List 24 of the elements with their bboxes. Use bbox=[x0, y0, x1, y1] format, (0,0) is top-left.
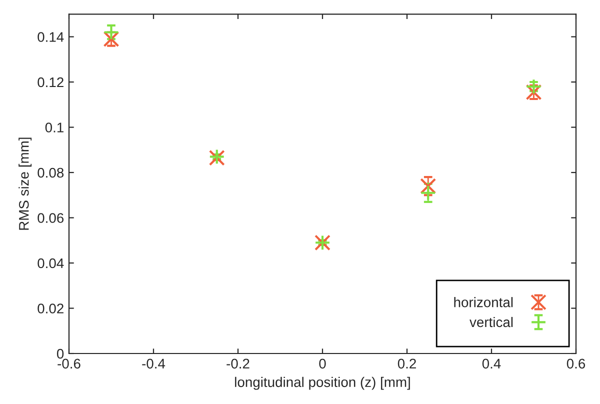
point bbox=[526, 78, 542, 95]
y-tick-label: 0.1 bbox=[45, 122, 64, 132]
y-tick-label: 0.12 bbox=[38, 77, 64, 88]
x-tick-label: -0.6 bbox=[58, 358, 80, 369]
point bbox=[526, 84, 542, 100]
point bbox=[420, 184, 436, 201]
x-tick-label: -0.2 bbox=[226, 358, 250, 369]
x-tick-label: -0.4 bbox=[142, 358, 166, 369]
x-tick-label: 0 bbox=[319, 358, 326, 369]
x-tick-label: 0.4 bbox=[482, 358, 501, 369]
x-axis-title: longitudinal position (z) [mm] bbox=[235, 376, 410, 390]
y-tick-label: 0.06 bbox=[38, 213, 64, 223]
legend-label: vertical bbox=[470, 316, 513, 328]
y-tick-label: 0.08 bbox=[38, 168, 64, 178]
y-tick-label: 0 bbox=[56, 348, 64, 359]
y-axis-title: RMS size [mm] bbox=[18, 138, 32, 230]
y-tick-label: 0.02 bbox=[38, 304, 64, 314]
legend-label: horizontal bbox=[454, 297, 513, 308]
point bbox=[420, 178, 436, 194]
x-tick-label: 0.6 bbox=[566, 358, 586, 369]
y-tick-label: 0.04 bbox=[38, 258, 64, 268]
point bbox=[103, 31, 120, 48]
x-tick-label: 0.2 bbox=[398, 358, 416, 369]
y-tick-label: 0.14 bbox=[38, 32, 64, 42]
